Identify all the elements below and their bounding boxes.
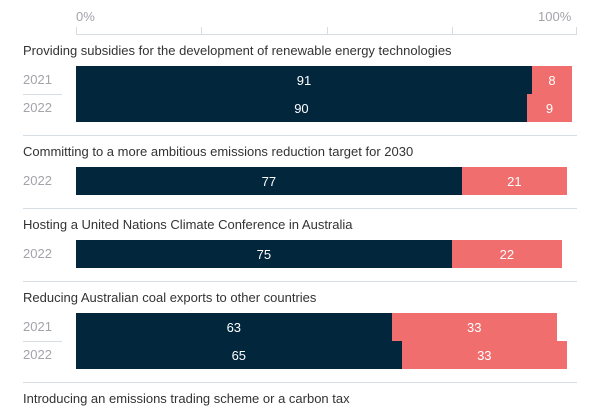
year-divider	[23, 341, 62, 342]
group-separator	[23, 135, 577, 136]
axis-tick	[76, 27, 77, 35]
bar-oppose: 9	[526, 94, 572, 122]
group-title: Reducing Australian coal exports to othe…	[23, 290, 317, 305]
year-label: 2022	[23, 100, 52, 115]
year-label: 2022	[23, 347, 52, 362]
bar-oppose: 33	[401, 341, 567, 369]
bar-support: 91	[76, 66, 532, 94]
bar-oppose: 22	[451, 240, 562, 268]
group-separator	[23, 208, 577, 209]
bar-support: 77	[76, 167, 462, 195]
bar-oppose: 33	[391, 313, 557, 341]
group-title: Providing subsidies for the development …	[23, 43, 452, 58]
year-divider	[23, 94, 62, 95]
axis-label-min: 0%	[76, 9, 95, 24]
axis-label-max: 100%	[538, 9, 572, 24]
group-separator	[23, 281, 577, 282]
bar-oppose: 8	[531, 66, 572, 94]
year-label: 2022	[23, 173, 52, 188]
axis-tick	[576, 27, 577, 35]
year-label: 2021	[23, 72, 52, 87]
group-separator	[23, 382, 577, 383]
year-label: 2021	[23, 319, 52, 334]
group-title: Hosting a United Nations Climate Confere…	[23, 217, 353, 232]
axis-tick	[451, 27, 453, 35]
bar-support: 63	[76, 313, 392, 341]
bar-oppose: 21	[461, 167, 567, 195]
group-title: Introducing an emissions trading scheme …	[23, 391, 350, 406]
axis-tick	[201, 27, 203, 35]
bar-support: 90	[76, 94, 527, 122]
group-title: Committing to a more ambitious emissions…	[23, 144, 414, 159]
bar-support: 65	[76, 341, 402, 369]
year-label: 2022	[23, 246, 52, 261]
bar-support: 75	[76, 240, 452, 268]
axis-tick	[326, 27, 328, 35]
